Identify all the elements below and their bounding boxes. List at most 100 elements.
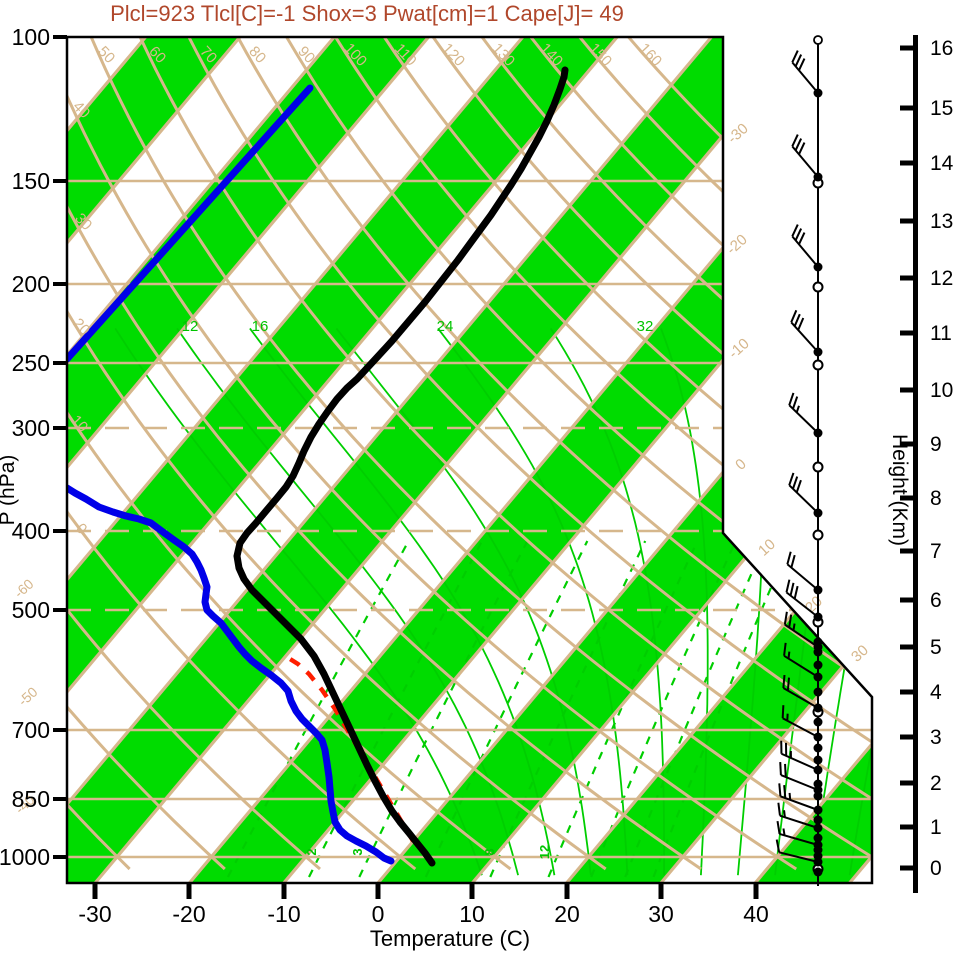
svg-text:500: 500	[12, 597, 50, 623]
svg-text:9: 9	[930, 433, 942, 456]
wind-barb	[782, 674, 819, 709]
svg-text:10: 10	[755, 536, 779, 560]
svg-text:-10: -10	[267, 901, 300, 927]
wind-level-dot	[813, 743, 823, 753]
svg-text:10: 10	[930, 379, 953, 402]
svg-text:1000: 1000	[0, 844, 50, 870]
wind-barb	[785, 579, 819, 618]
svg-text:2: 2	[930, 772, 942, 795]
plot-border	[65, 35, 874, 885]
dewpoint-curve	[67, 484, 395, 865]
temperature-axis: -30 -20 -10 0 10 20 30 40 Temperature (C)	[78, 883, 769, 951]
svg-text:30: 30	[848, 642, 872, 666]
svg-text:700: 700	[12, 717, 50, 743]
dewpoint-curve-upper	[67, 84, 314, 363]
svg-text:-30: -30	[78, 901, 111, 927]
wind-level-dot	[813, 660, 823, 670]
svg-text:7: 7	[930, 540, 942, 563]
wind-level-dot	[813, 717, 823, 727]
wind-barb	[781, 705, 819, 738]
svg-text:32: 32	[637, 318, 654, 335]
svg-text:-20: -20	[172, 901, 205, 927]
wind-level-dot	[813, 867, 823, 877]
svg-text:100: 100	[12, 24, 50, 50]
sounding-curves	[67, 66, 569, 867]
svg-text:4: 4	[930, 681, 942, 704]
wind-barb	[776, 820, 819, 846]
pressure-axis-title: P (hPa)	[0, 455, 19, 526]
svg-text:850: 850	[12, 786, 50, 812]
wind-barb	[791, 134, 819, 178]
chart-title: Plcl=923 Tlcl[C]=-1 Shox=3 Pwat[cm]=1 Ca…	[110, 1, 624, 26]
svg-text:3: 3	[350, 848, 365, 855]
wind-barb	[780, 740, 819, 771]
staff-top-circle	[813, 35, 823, 45]
svg-text:-20: -20	[723, 231, 750, 258]
svg-text:400: 400	[12, 518, 50, 544]
svg-text:40: 40	[743, 901, 769, 927]
svg-text:8: 8	[482, 848, 497, 855]
svg-text:14: 14	[930, 152, 954, 175]
wind-barb	[788, 472, 819, 514]
wind-level-open-circle	[812, 461, 824, 473]
wind-barb	[783, 642, 819, 678]
svg-text:200: 200	[12, 271, 50, 297]
svg-text:11: 11	[930, 322, 952, 345]
wind-barb	[791, 224, 819, 268]
svg-text:13: 13	[930, 210, 953, 233]
svg-text:20: 20	[554, 901, 580, 927]
svg-text:30: 30	[648, 901, 674, 927]
svg-text:-30: -30	[724, 120, 751, 147]
wind-level-dot	[813, 815, 823, 825]
svg-text:0: 0	[930, 857, 942, 880]
svg-text:-50: -50	[15, 683, 41, 709]
svg-text:12: 12	[182, 318, 199, 335]
wind-barb	[777, 802, 819, 829]
wind-level-dot	[813, 687, 823, 697]
svg-text:-10: -10	[725, 335, 752, 362]
svg-text:120: 120	[439, 40, 469, 70]
svg-text:12: 12	[537, 845, 552, 859]
svg-text:10: 10	[459, 901, 485, 927]
svg-text:250: 250	[12, 350, 50, 376]
svg-text:150: 150	[12, 168, 50, 194]
svg-text:0: 0	[372, 901, 385, 927]
svg-text:1: 1	[930, 816, 942, 839]
wind-barb	[778, 783, 819, 811]
svg-text:160: 160	[636, 40, 666, 70]
wind-barb	[790, 309, 819, 353]
svg-text:16: 16	[252, 318, 269, 335]
wind-level-open-circle	[812, 529, 824, 541]
svg-text:2: 2	[304, 848, 319, 855]
svg-text:16: 16	[930, 37, 953, 60]
wind-level-open-circle	[812, 359, 824, 371]
temperature-curve	[233, 66, 569, 867]
svg-text:24: 24	[437, 318, 454, 335]
wind-barb	[779, 761, 819, 791]
svg-text:15: 15	[930, 97, 953, 120]
temperature-axis-title: Temperature (C)	[370, 926, 530, 951]
svg-text:300: 300	[12, 415, 50, 441]
svg-text:8: 8	[930, 487, 942, 510]
wind-barb	[775, 839, 819, 863]
svg-text:6: 6	[930, 589, 942, 612]
wind-level-dot	[813, 833, 823, 843]
svg-text:12: 12	[930, 267, 953, 290]
wind-barb	[786, 551, 819, 591]
svg-text:80: 80	[245, 43, 269, 67]
wind-barb	[783, 611, 819, 648]
wind-barb-column	[775, 35, 824, 886]
wind-barb	[791, 50, 819, 94]
wind-level-dot	[813, 755, 823, 765]
svg-text:5: 5	[930, 636, 942, 659]
svg-text:50: 50	[94, 43, 118, 67]
height-axis-title: Height (Km)	[888, 434, 911, 546]
wind-level-open-circle	[812, 281, 824, 293]
svg-text:3: 3	[930, 726, 942, 749]
wind-barb	[788, 392, 819, 434]
svg-text:0: 0	[732, 456, 750, 474]
pressure-axis: 100 150 200 250 300 400 500 700 850 1000 P (hPa)	[0, 24, 67, 870]
